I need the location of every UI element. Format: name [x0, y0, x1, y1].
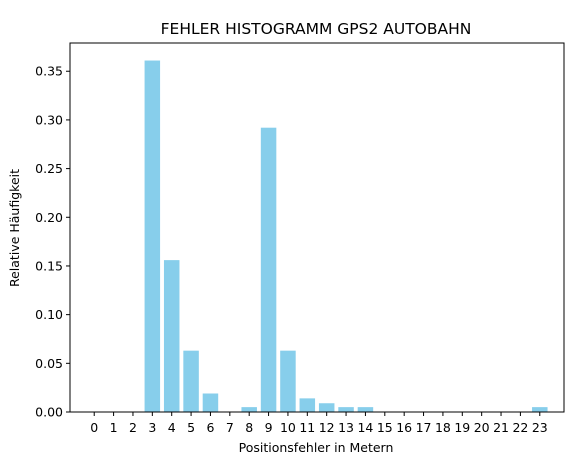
x-tick-label: 23: [532, 420, 548, 435]
y-tick-label: 0.30: [35, 112, 63, 127]
y-tick-label: 0.25: [35, 161, 63, 176]
y-axis-label: Relative Häufigkeit: [7, 169, 22, 287]
x-tick-label: 22: [512, 420, 528, 435]
x-tick-label: 13: [338, 420, 354, 435]
bar-6: [203, 394, 219, 413]
bar-10: [280, 351, 296, 412]
x-tick-label: 3: [148, 420, 156, 435]
y-tick-label: 0.35: [35, 64, 63, 79]
y-axis-ticks: 0.00 0.05 0.10 0.15 0.20 0.25 0.30 0.35: [35, 64, 70, 420]
x-tick-label: 19: [454, 420, 470, 435]
bar-5: [183, 351, 199, 412]
x-tick-label: 12: [319, 420, 335, 435]
bar-11: [300, 398, 316, 412]
y-tick-label: 0.15: [35, 258, 63, 273]
x-axis-label: Positionsfehler in Metern: [239, 440, 394, 455]
x-tick-label: 6: [206, 420, 214, 435]
x-tick-label: 15: [377, 420, 393, 435]
x-tick-label: 21: [493, 420, 509, 435]
y-tick-label: 0.10: [35, 307, 63, 322]
x-tick-label: 7: [226, 420, 234, 435]
x-tick-label: 11: [299, 420, 315, 435]
chart-title: FEHLER HISTOGRAMM GPS2 AUTOBAHN: [161, 20, 472, 38]
bar-14: [358, 407, 374, 412]
x-tick-label: 8: [245, 420, 253, 435]
x-tick-label: 20: [474, 420, 490, 435]
plot-frame: [70, 43, 564, 412]
bar-12: [319, 403, 335, 412]
y-tick-label: 0.20: [35, 210, 63, 225]
x-tick-label: 18: [435, 420, 451, 435]
x-tick-label: 0: [90, 420, 98, 435]
bars-group: [145, 61, 548, 412]
bar-8: [241, 407, 257, 412]
x-tick-label: 10: [280, 420, 296, 435]
x-tick-label: 1: [110, 420, 118, 435]
bar-4: [164, 260, 180, 412]
x-tick-label: 16: [396, 420, 412, 435]
x-tick-label: 17: [416, 420, 432, 435]
bar-13: [338, 407, 354, 412]
bar-23: [532, 407, 548, 412]
y-tick-label: 0.00: [35, 405, 63, 420]
x-tick-label: 4: [168, 420, 176, 435]
x-tick-label: 14: [357, 420, 373, 435]
x-tick-label: 5: [187, 420, 195, 435]
bar-9: [261, 128, 277, 412]
bar-3: [145, 61, 161, 412]
x-tick-label: 9: [265, 420, 273, 435]
x-axis-ticks: 0 1 2 3 4 5 6 7 8 9 10 11 12 13 14 15 16 17 18 19 20 21 22 23: [90, 412, 547, 435]
x-tick-label: 2: [129, 420, 137, 435]
y-tick-label: 0.05: [35, 356, 63, 371]
